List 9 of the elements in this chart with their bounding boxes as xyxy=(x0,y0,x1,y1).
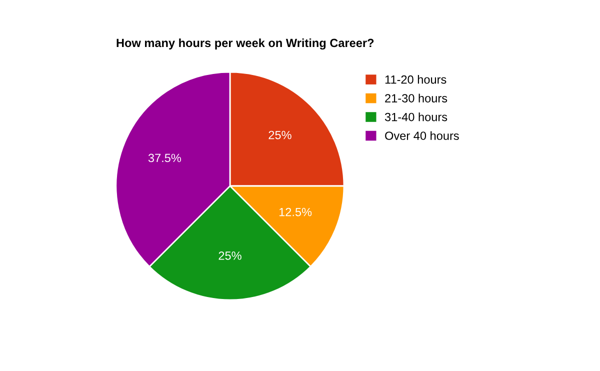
chart-title: How many hours per week on Writing Career? xyxy=(116,38,374,50)
legend-label: 21-30 hours xyxy=(385,94,448,102)
data-label: 25% xyxy=(218,251,242,260)
legend-label: Over 40 hours xyxy=(385,131,459,140)
legend-label: 31-40 hours xyxy=(384,112,448,122)
data-label: 25% xyxy=(268,130,292,140)
data-label: 37.5% xyxy=(148,154,182,162)
legend-label: 11-20 hours xyxy=(385,75,446,84)
data-label: 12.5% xyxy=(279,208,312,216)
